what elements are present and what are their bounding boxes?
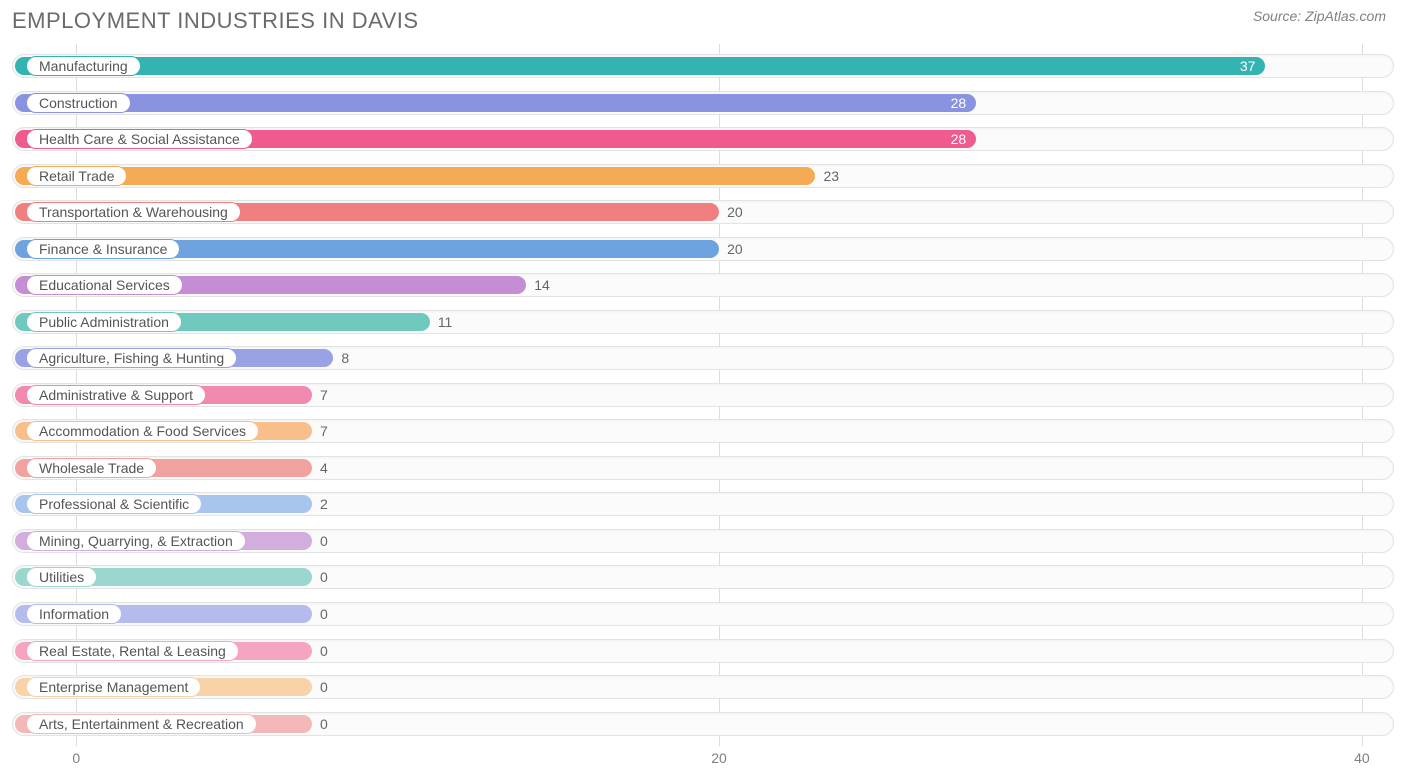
bar-value-label: 23 [823, 168, 839, 184]
bar-label-pill: Real Estate, Rental & Leasing [26, 641, 239, 661]
bar-row: Accommodation & Food Services 7 [12, 417, 1394, 445]
bar-row: Finance & Insurance 20 [12, 235, 1394, 263]
bar-label-pill: Enterprise Management [26, 677, 201, 697]
bar-row: Transportation & Warehousing 20 [12, 198, 1394, 226]
bar-row: Administrative & Support 7 [12, 381, 1394, 409]
bar-value-label: 2 [320, 496, 328, 512]
bar-fill [15, 167, 815, 185]
bar-value-label: 20 [727, 204, 743, 220]
bar-fill [15, 94, 976, 112]
bar-value-label: 0 [320, 533, 328, 549]
source-name: ZipAtlas.com [1305, 8, 1386, 24]
bar-value-label: 0 [320, 569, 328, 585]
x-axis-tick-label: 20 [711, 750, 727, 766]
bar-row: Real Estate, Rental & Leasing 0 [12, 637, 1394, 665]
bar-value-label: 7 [320, 387, 328, 403]
bar-label-pill: Retail Trade [26, 166, 127, 186]
bar-row: Manufacturing 37 [12, 52, 1394, 80]
x-axis-tick-label: 0 [72, 750, 80, 766]
bar-value-label: 0 [320, 716, 328, 732]
bar-label-pill: Mining, Quarrying, & Extraction [26, 531, 246, 551]
bar-row: Wholesale Trade 4 [12, 454, 1394, 482]
bar-value-label: 0 [320, 679, 328, 695]
bar-row: Construction 28 [12, 89, 1394, 117]
bar-label-pill: Educational Services [26, 275, 183, 295]
bar-label-pill: Administrative & Support [26, 385, 206, 405]
bar-row: Utilities 0 [12, 563, 1394, 591]
bar-row: Agriculture, Fishing & Hunting 8 [12, 344, 1394, 372]
bar-value-label: 0 [320, 643, 328, 659]
bar-label-pill: Accommodation & Food Services [26, 421, 259, 441]
chart-header: EMPLOYMENT INDUSTRIES IN DAVIS Source: Z… [0, 0, 1406, 34]
bar-value-label: 14 [534, 277, 550, 293]
bar-value-label: 7 [320, 423, 328, 439]
bar-label-pill: Utilities [26, 567, 97, 587]
source-prefix: Source: [1253, 8, 1301, 24]
bar-value-label: 20 [727, 241, 743, 257]
bar-value-label: 11 [438, 314, 453, 330]
bar-row: Retail Trade 23 [12, 162, 1394, 190]
bar-row: Information 0 [12, 600, 1394, 628]
bar-value-label: 37 [1240, 58, 1256, 74]
bar-label-pill: Construction [26, 93, 131, 113]
bar-value-label: 4 [320, 460, 328, 476]
bar-label-pill: Arts, Entertainment & Recreation [26, 714, 257, 734]
bar-label-pill: Information [26, 604, 122, 624]
bar-fill [15, 57, 1265, 75]
chart-title: EMPLOYMENT INDUSTRIES IN DAVIS [12, 8, 419, 34]
bar-row: Arts, Entertainment & Recreation 0 [12, 710, 1394, 738]
x-axis-tick-label: 40 [1354, 750, 1370, 766]
bar-value-label: 0 [320, 606, 328, 622]
bar-label-pill: Professional & Scientific [26, 494, 202, 514]
bar-label-pill: Agriculture, Fishing & Hunting [26, 348, 237, 368]
bar-row: Public Administration 11 [12, 308, 1394, 336]
bar-label-pill: Transportation & Warehousing [26, 202, 241, 222]
bar-row: Educational Services 14 [12, 271, 1394, 299]
chart-source: Source: ZipAtlas.com [1253, 8, 1386, 24]
bar-value-label: 28 [951, 131, 967, 147]
x-axis: 0 20 40 [12, 750, 1394, 770]
bar-label-pill: Finance & Insurance [26, 239, 180, 259]
bar-rows: Manufacturing37Construction28Health Care… [12, 44, 1394, 746]
bar-row: Health Care & Social Assistance 28 [12, 125, 1394, 153]
bar-row: Mining, Quarrying, & Extraction 0 [12, 527, 1394, 555]
bar-label-pill: Public Administration [26, 312, 182, 332]
bar-label-pill: Health Care & Social Assistance [26, 129, 253, 149]
chart-area: Manufacturing37Construction28Health Care… [12, 44, 1394, 746]
bar-row: Enterprise Management 0 [12, 673, 1394, 701]
bar-label-pill: Wholesale Trade [26, 458, 157, 478]
bar-row: Professional & Scientific 2 [12, 490, 1394, 518]
bar-value-label: 28 [951, 95, 967, 111]
bar-value-label: 8 [341, 350, 349, 366]
bar-label-pill: Manufacturing [26, 56, 141, 76]
